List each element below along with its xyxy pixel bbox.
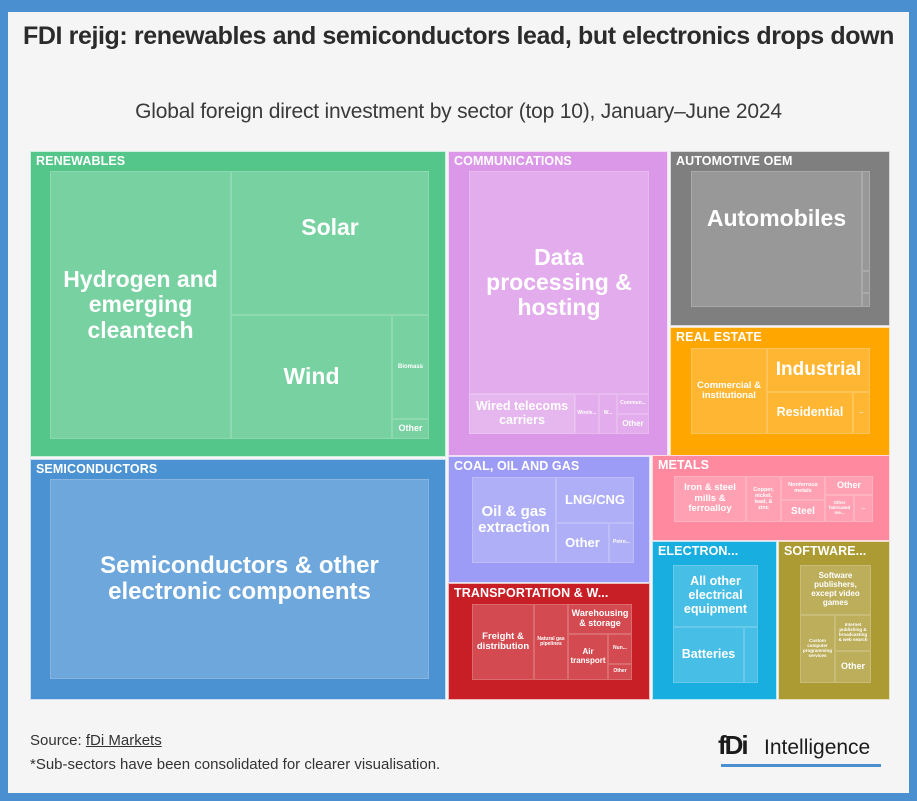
- source-prefix: Source:: [30, 732, 86, 749]
- sector-real-estate[interactable]: REAL ESTATE Commercial & institutional I…: [670, 327, 890, 456]
- footnote: *Sub-sectors have been consolidated for …: [30, 756, 441, 773]
- subsector-electronics-minor[interactable]: [744, 627, 758, 683]
- subsector-steel[interactable]: Steel: [781, 500, 825, 522]
- sector-label: SEMICONDUCTORS: [36, 462, 158, 476]
- subsector-semiconductors[interactable]: Semiconductors & other electronic compon…: [50, 479, 429, 679]
- sector-communications[interactable]: COMMUNICATIONS Data processing & hosting…: [448, 151, 668, 456]
- subsector-other[interactable]: Other: [556, 523, 609, 563]
- subsector-small[interactable]: ...: [853, 392, 870, 434]
- sector-label: ELECTRON...: [658, 544, 739, 558]
- chart-title: FDI rejig: renewables and semiconductors…: [23, 22, 894, 50]
- subsector-fabricated[interactable]: Other fabricated me...: [825, 495, 854, 522]
- subsector-w[interactable]: W...: [599, 394, 617, 434]
- subsector-solar[interactable]: Solar: [231, 171, 429, 315]
- subsector-biomass[interactable]: Biomass: [392, 315, 429, 419]
- subsector-software-publishers[interactable]: Software publishers, except video games: [800, 565, 871, 615]
- subsector-custom-programming[interactable]: Custom computer programming services: [800, 615, 835, 683]
- sector-label: COMMUNICATIONS: [454, 154, 572, 168]
- sector-software[interactable]: SOFTWARE... Software publishers, except …: [778, 541, 890, 700]
- sector-label: METALS: [658, 458, 710, 472]
- subsector-lng-cng[interactable]: LNG/CNG: [556, 477, 634, 523]
- subsector-freight[interactable]: Freight & distribution: [472, 604, 534, 680]
- subsector-automobiles[interactable]: Automobiles: [691, 171, 862, 307]
- subsector-internet-publishing[interactable]: Internet publishing & broadcasting & web…: [835, 615, 871, 651]
- subsector-wind[interactable]: Wind: [231, 315, 392, 439]
- sector-coal-oil-gas[interactable]: COAL, OIL AND GAS Oil & gas extraction L…: [448, 456, 650, 583]
- subsector-air-transport[interactable]: Air transport: [568, 634, 608, 680]
- sector-label: RENEWABLES: [36, 154, 126, 168]
- logo-underline: [721, 764, 881, 767]
- sector-automotive-oem[interactable]: AUTOMOTIVE OEM Automobiles: [670, 151, 890, 326]
- source-line: Source: fDi Markets: [30, 732, 162, 749]
- subsector-batteries[interactable]: Batteries: [673, 627, 744, 683]
- subsector-nonferrous[interactable]: Nonferrous metals: [781, 476, 825, 500]
- subsector-natural-gas-pipelines[interactable]: Natural gas pipelines: [534, 604, 568, 680]
- source-link[interactable]: fDi Markets: [85, 732, 162, 749]
- sector-metals[interactable]: METALS Iron & steel mills & ferroalloy C…: [652, 455, 890, 541]
- sector-label: COAL, OIL AND GAS: [454, 459, 580, 473]
- sector-label: TRANSPORTATION & W...: [454, 586, 609, 600]
- sector-label: REAL ESTATE: [676, 330, 762, 344]
- sector-transportation[interactable]: TRANSPORTATION & W... Freight & distribu…: [448, 583, 650, 700]
- subsector-other[interactable]: Other: [835, 651, 871, 683]
- sector-label: SOFTWARE...: [784, 544, 867, 558]
- subsector-commercial[interactable]: Commercial & institutional: [691, 348, 767, 434]
- subsector-wireless[interactable]: Wirele...: [575, 394, 599, 434]
- chart-subtitle: Global foreign direct investment by sect…: [135, 100, 782, 123]
- subsector-oil-gas-extraction[interactable]: Oil & gas extraction: [472, 477, 556, 563]
- subsector-copper-nickel[interactable]: Copper, nickel, lead, & zinc: [746, 476, 781, 522]
- sector-semiconductors[interactable]: SEMICONDUCTORS Semiconductors & other el…: [30, 459, 446, 700]
- subsector-petro[interactable]: Petro...: [609, 523, 634, 563]
- subsector-warehousing[interactable]: Warehousing & storage: [568, 604, 632, 634]
- subsector-nun[interactable]: Nun...: [608, 634, 632, 664]
- subsector-all-other-electrical[interactable]: All other electrical equipment: [673, 565, 758, 627]
- subsector-other[interactable]: Other: [825, 476, 873, 495]
- fdi-intelligence-logo: fDi Intelligence: [718, 730, 888, 768]
- subsector-auto-minor[interactable]: [862, 171, 870, 271]
- sector-label: AUTOMOTIVE OEM: [676, 154, 793, 168]
- subsector-iron-steel[interactable]: Iron & steel mills & ferroalloy: [674, 476, 746, 522]
- subsector-hydrogen[interactable]: Hydrogen and emerging cleantech: [50, 171, 231, 439]
- subsector-other[interactable]: Other: [617, 414, 649, 434]
- sector-renewables[interactable]: RENEWABLES Hydrogen and emerging cleante…: [30, 151, 446, 457]
- subsector-wired-telecoms[interactable]: Wired telecoms carriers: [469, 394, 575, 434]
- subsector-other[interactable]: Other: [608, 664, 632, 680]
- subsector-data-processing[interactable]: Data processing & hosting: [469, 171, 649, 394]
- subsector-industrial[interactable]: Industrial: [767, 348, 870, 392]
- subsector-small[interactable]: ...: [854, 495, 873, 522]
- subsector-auto-minor[interactable]: [862, 271, 870, 293]
- subsector-residential[interactable]: Residential: [767, 392, 853, 434]
- subsector-other[interactable]: Other: [392, 419, 429, 439]
- subsector-auto-minor[interactable]: [862, 293, 870, 307]
- logo-mark: fDi: [718, 730, 749, 760]
- subsector-commun[interactable]: Commun...: [617, 394, 649, 414]
- logo-text: Intelligence: [764, 736, 871, 759]
- sector-electronics[interactable]: ELECTRON... All other electrical equipme…: [652, 541, 777, 700]
